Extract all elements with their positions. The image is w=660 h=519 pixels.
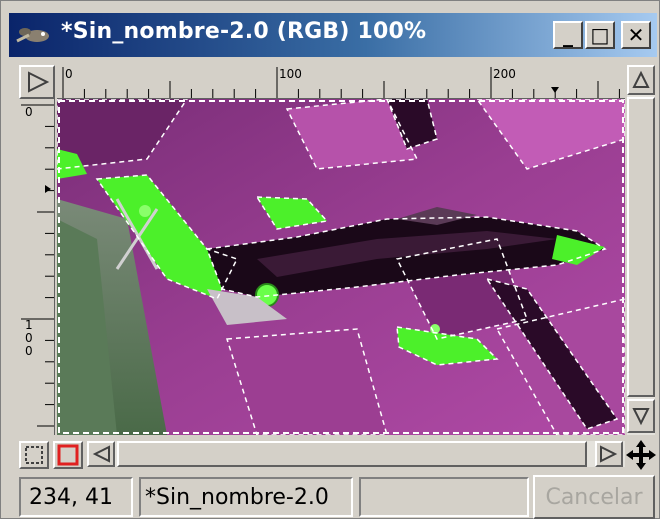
scroll-right-button[interactable] [595,441,623,467]
arrow-down-icon [632,408,650,426]
gimp-wilber-icon [16,28,49,43]
close-button[interactable]: ✕ [621,21,651,49]
vertical-ruler-ticks [21,104,54,427]
quickmask-on-button[interactable] [53,441,83,469]
vruler-label-100: 1 0 0 [25,318,33,358]
navigate-arrows-icon[interactable] [625,439,657,471]
vertical-ruler: 0 1 0 0 [19,99,55,435]
maximize-icon: □ [590,23,610,47]
hruler-label-200: 200 [493,67,516,81]
image-canvas[interactable] [57,99,625,435]
hruler-label-100: 100 [279,67,302,81]
pointer-coordinates: 234, 41 [19,477,133,517]
vertical-scroll-thumb[interactable] [627,97,655,397]
arrow-right-icon [600,445,618,463]
maximize-button[interactable]: □ [585,21,615,49]
progress-area [359,477,529,517]
image-name-status: *Sin_nombre-2.0 [139,477,353,517]
airplane-image [57,99,625,435]
horizontal-scrollbar[interactable] [87,441,625,467]
minimize-button[interactable]: _ [553,21,583,49]
close-icon: ✕ [627,23,645,47]
quickmask-red-icon [57,444,79,466]
scroll-left-button[interactable] [87,441,115,467]
vruler-pointer-marker [45,185,51,193]
horizontal-ruler: 0 100 200 [57,65,625,99]
scroll-down-button[interactable] [627,399,655,433]
scroll-up-button[interactable] [627,65,655,95]
window-title: *Sin_nombre-2.0 (RGB) 100% [61,19,427,44]
minimize-icon: _ [563,23,573,47]
ruler-corner-triangle-icon [28,71,50,93]
ruler-corner-button[interactable] [19,65,55,99]
arrow-left-icon [92,445,110,463]
vertical-scrollbar[interactable] [627,65,655,435]
quickmask-dotted-icon [25,446,43,464]
cancel-button[interactable]: Cancelar [533,475,655,519]
quickmask-off-button[interactable] [19,441,49,469]
title-bar[interactable]: *Sin_nombre-2.0 (RGB) 100% _ □ ✕ [9,13,657,57]
arrow-up-icon [632,70,650,88]
horizontal-ruler-ticks [62,67,620,98]
horizontal-scroll-thumb[interactable] [117,441,587,467]
hruler-pointer-marker [551,87,559,93]
hruler-label-0: 0 [65,67,73,81]
vruler-label-0: 0 [25,105,33,119]
